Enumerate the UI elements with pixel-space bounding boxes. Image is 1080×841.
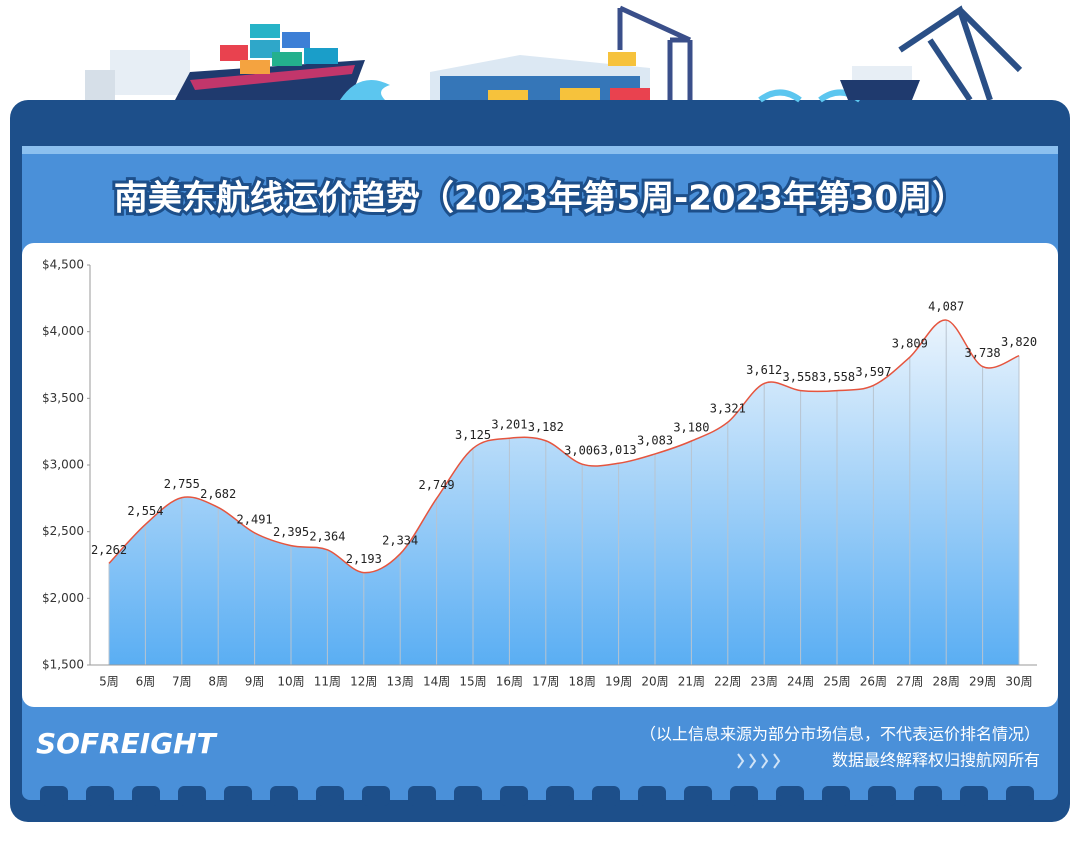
y-tick-label: $2,500 [42,524,84,538]
x-tick-label: 5周 [99,675,119,689]
y-tick-label: $4,500 [42,258,84,272]
x-tick-label: 11周 [314,675,341,689]
value-label: 3,182 [528,420,564,434]
value-label: 3,809 [892,337,928,351]
line [108,319,1020,574]
x-tick-label: 17周 [532,675,559,689]
x-tick-label: 7周 [172,675,192,689]
bottom-tabs [40,786,1034,806]
y-tick-label: $3,500 [42,391,84,405]
illustration [85,5,1023,103]
value-label: 3,612 [746,363,782,377]
x-tick-label: 12周 [350,675,377,689]
x-tick-label: 15周 [459,675,486,689]
x-tick-label: 23周 [751,675,778,689]
copyright-note: 数据最终解释权归搜航网所有 [832,751,1040,770]
value-label: 3,083 [637,433,673,447]
x-tick-label: 27周 [896,675,923,689]
value-label: 4,087 [928,300,964,314]
value-label: 2,334 [382,533,418,547]
source-note: （以上信息来源为部分市场信息，不代表运价排名情况） [640,725,1040,744]
value-label: 2,364 [309,529,345,543]
x-tick-label: 8周 [208,675,228,689]
value-label: 3,006 [564,444,600,458]
value-label: 2,554 [127,504,163,518]
value-label: 3,820 [1001,335,1037,349]
x-tick-label: 21周 [678,675,705,689]
area-fill [109,320,1019,665]
value-label: 2,193 [346,552,382,566]
value-label: 3,597 [855,365,891,379]
value-label: 2,755 [164,477,200,491]
x-tick-label: 14周 [423,675,450,689]
y-tick-label: $3,000 [42,458,84,472]
x-tick-label: 19周 [605,675,632,689]
y-tick-label: $2,000 [42,591,84,605]
value-label: 3,558 [819,370,855,384]
panel-stripe [22,146,1058,154]
value-label: 3,013 [601,443,637,457]
value-label: 3,321 [710,402,746,416]
x-tick-label: 10周 [277,675,304,689]
value-label: 2,749 [419,478,455,492]
x-tick-label: 22周 [714,675,741,689]
value-label: 2,262 [91,543,127,557]
brand-logo: SOFREIGHT [36,727,218,760]
x-tick-label: 6周 [136,675,156,689]
value-label: 2,491 [237,512,273,526]
x-tick-label: 18周 [569,675,596,689]
value-label: 3,738 [965,346,1001,360]
x-tick-label: 29周 [969,675,996,689]
value-label: 3,125 [455,428,491,442]
x-tick-label: 13周 [387,675,414,689]
x-tick-label: 20周 [641,675,668,689]
y-tick-label: $1,500 [42,658,84,672]
x-tick-label: 25周 [823,675,850,689]
plot: $1,500 $2,000 $2,500 $3,000 $3,500 $4,000 $4,5… [42,258,1037,689]
x-tick-label: 30周 [1005,675,1032,689]
value-label: 3,558 [783,370,819,384]
value-label: 2,682 [200,487,236,501]
value-label: 3,201 [491,418,527,432]
y-tick-label: $4,000 [42,324,84,338]
x-tick-label: 26周 [860,675,887,689]
x-tick-label: 9周 [245,675,265,689]
value-label: 2,395 [273,525,309,539]
x-tick-label: 16周 [496,675,523,689]
value-label: 3,180 [673,421,709,435]
chart-title: 南美东航线运价趋势（2023年第5周-2023年第30周） [114,179,966,219]
x-tick-label: 24周 [787,675,814,689]
chevrons [737,753,781,769]
x-tick-label: 28周 [933,675,960,689]
